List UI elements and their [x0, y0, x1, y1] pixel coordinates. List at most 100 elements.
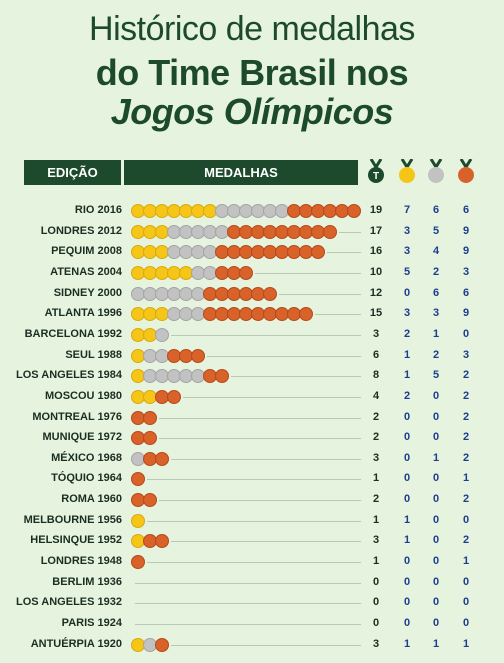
gold-medal-icon: [399, 159, 415, 183]
edition-label: LOS ANGELES 1932: [16, 596, 122, 608]
bronze-count: 2: [462, 390, 470, 402]
bronze-count: 3: [462, 349, 470, 361]
gold-count: 1: [403, 349, 411, 361]
edition-label: PARIS 1924: [61, 617, 122, 629]
table-row: LONDRES 1948 1 0 0 1: [0, 552, 504, 572]
total-medals-icon: T: [368, 159, 384, 183]
row-guide-line: [147, 479, 361, 480]
bronze-count: 2: [462, 493, 470, 505]
edition-label: TÓQUIO 1964: [51, 472, 122, 484]
row-guide-line: [159, 418, 361, 419]
gold-count: 1: [403, 534, 411, 546]
table-row: ANTUÉRPIA 1920 3 1 1 1: [0, 635, 504, 655]
silver-count: 1: [432, 638, 440, 650]
gold-count: 0: [403, 617, 411, 629]
bronze-medal-dot: [143, 411, 157, 425]
edition-label: MELBOURNE 1956: [23, 514, 122, 526]
table-row: SEUL 1988 6 1 2 3: [0, 346, 504, 366]
gold-count: 3: [403, 245, 411, 257]
bronze-count: 0: [462, 514, 470, 526]
table-row: MOSCOU 1980 4 2 0 2: [0, 387, 504, 407]
total-count: 4: [372, 390, 380, 402]
gold-count: 0: [403, 452, 411, 464]
table-row: ATLANTA 1996 15 3 3 9: [0, 304, 504, 324]
bronze-count: 9: [462, 245, 470, 257]
edition-label: LOS ANGELES 1984: [16, 369, 122, 381]
total-count: 3: [372, 534, 380, 546]
silver-count: 1: [432, 328, 440, 340]
gold-count: 0: [403, 411, 411, 423]
gold-count: 0: [403, 596, 411, 608]
gold-count: 0: [403, 555, 411, 567]
total-count: 17: [369, 225, 383, 237]
table-row: PEQUIM 2008 16 3 4 9: [0, 242, 504, 262]
medal-bar: [131, 390, 361, 404]
medal-bar: [131, 617, 361, 631]
silver-count: 4: [432, 245, 440, 257]
row-guide-line: [159, 500, 361, 501]
medal-bar: [131, 307, 361, 321]
gold-count: 3: [403, 225, 411, 237]
edition-label: LONDRES 2012: [40, 225, 122, 237]
total-count: 10: [369, 266, 383, 278]
silver-count: 0: [432, 431, 440, 443]
row-guide-line: [327, 252, 361, 253]
silver-count: 0: [432, 390, 440, 402]
bronze-count: 0: [462, 617, 470, 629]
total-count: 19: [369, 204, 383, 216]
total-count: 0: [372, 617, 380, 629]
medal-bar: [131, 266, 361, 280]
medal-bar: [131, 349, 361, 363]
medal-bar: [131, 534, 361, 548]
gold-count: 5: [403, 266, 411, 278]
silver-count: 5: [432, 225, 440, 237]
medal-bar: [131, 204, 361, 218]
silver-count: 2: [432, 349, 440, 361]
bronze-medal-dot: [131, 555, 145, 569]
medal-bar: [131, 369, 361, 383]
silver-count: 0: [432, 534, 440, 546]
row-guide-line: [231, 376, 361, 377]
silver-medal-dot: [155, 328, 169, 342]
table-row: LONDRES 2012 17 3 5 9: [0, 222, 504, 242]
table-row: PARIS 1924 0 0 0 0: [0, 614, 504, 634]
row-guide-line: [183, 397, 361, 398]
medal-bar: [131, 328, 361, 342]
title-line-1: Histórico de medalhas: [89, 10, 415, 48]
medal-bar: [131, 287, 361, 301]
row-guide-line: [207, 356, 361, 357]
medal-bar: [131, 514, 361, 528]
total-count: 1: [372, 514, 380, 526]
edition-label: RIO 2016: [74, 204, 122, 216]
bronze-count: 6: [462, 204, 470, 216]
row-guide-line: [171, 335, 361, 336]
gold-count: 0: [403, 431, 411, 443]
row-guide-line: [135, 583, 361, 584]
edition-label: MONTREAL 1976: [32, 411, 122, 423]
row-guide-line: [159, 438, 361, 439]
bronze-medal-dot: [167, 390, 181, 404]
bronze-count: 9: [462, 307, 470, 319]
title-line-3: Jogos Olímpicos: [110, 91, 394, 132]
total-count: 12: [369, 287, 383, 299]
medal-bar: [131, 431, 361, 445]
bronze-medal-dot: [299, 307, 313, 321]
medal-bar: [131, 596, 361, 610]
edition-label: ATENAS 2004: [50, 266, 122, 278]
silver-count: 0: [432, 617, 440, 629]
gold-count: 0: [403, 493, 411, 505]
bronze-count: 1: [462, 638, 470, 650]
silver-count: 0: [432, 493, 440, 505]
bronze-medal-dot: [311, 245, 325, 259]
bronze-count: 0: [462, 328, 470, 340]
table-row: MÉXICO 1968 3 0 1 2: [0, 449, 504, 469]
medals-header: MEDALHAS: [124, 160, 358, 185]
edition-label: HELSINQUE 1952: [30, 534, 122, 546]
silver-count: 2: [432, 266, 440, 278]
gold-count: 1: [403, 514, 411, 526]
bronze-medal-dot: [347, 204, 361, 218]
table-row: MONTREAL 1976 2 0 0 2: [0, 408, 504, 428]
medal-bar: [131, 225, 361, 239]
bronze-medal-dot: [323, 225, 337, 239]
bronze-count: 1: [462, 472, 470, 484]
